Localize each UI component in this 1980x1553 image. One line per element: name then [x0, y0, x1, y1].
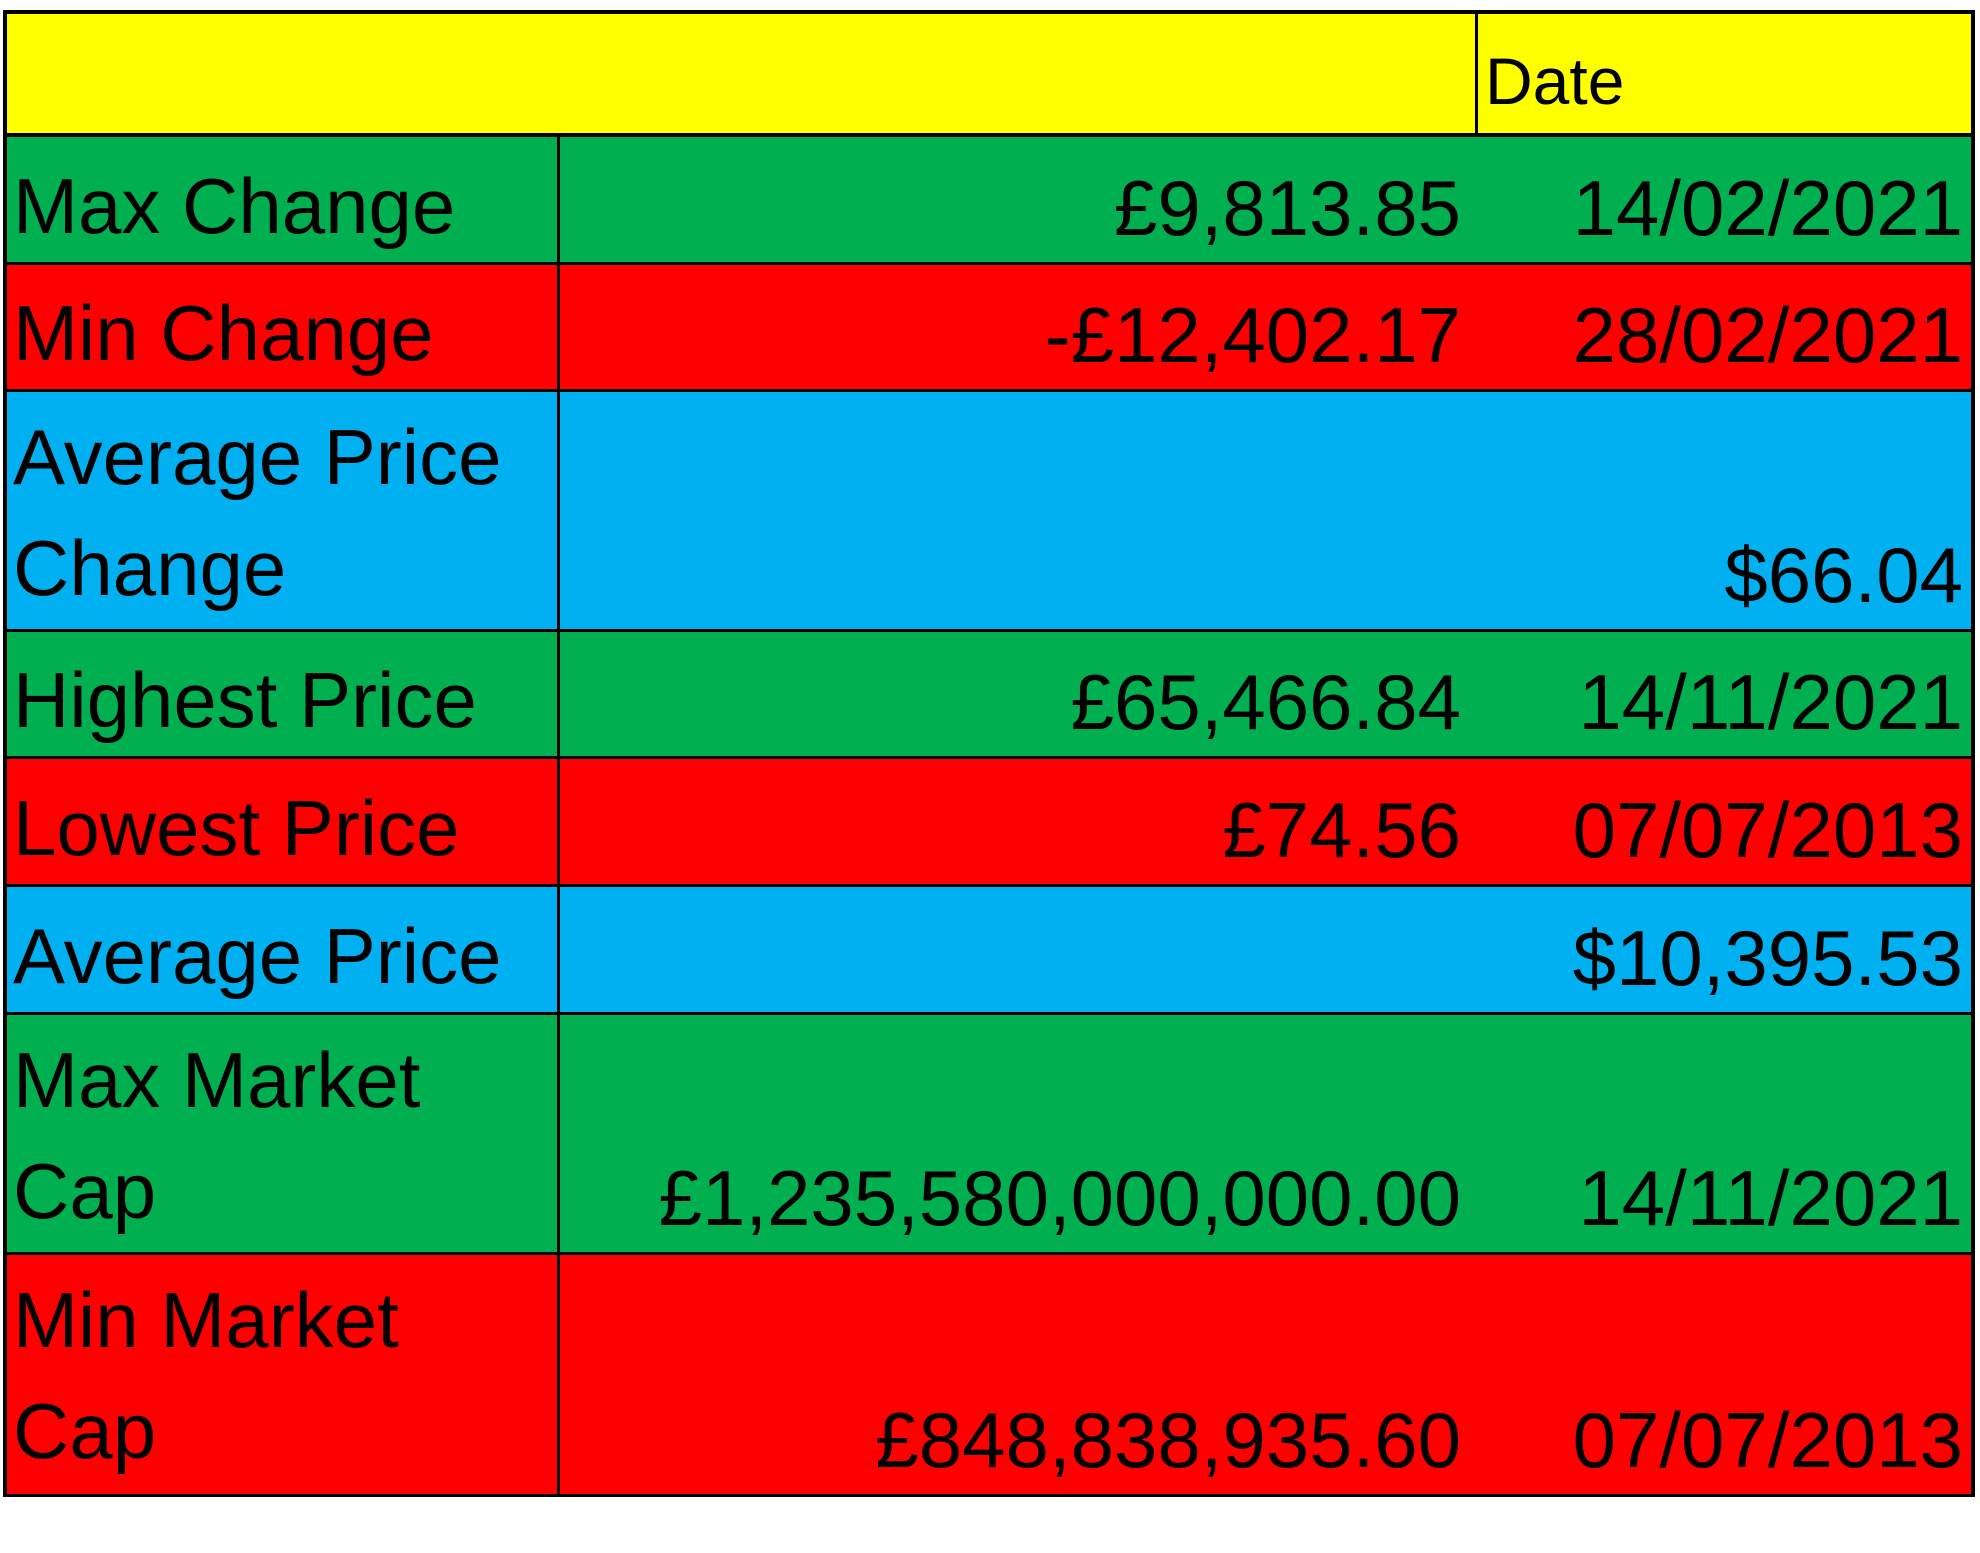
row-label: Min Market Cap: [13, 1276, 399, 1475]
row-value: $10,395.53: [1572, 914, 1963, 1002]
row-label: Average Price: [13, 912, 502, 1000]
row-date: 07/07/2013: [1572, 786, 1963, 874]
row-value: £74.56: [1222, 786, 1461, 874]
row-value: £9,813.85: [1113, 164, 1461, 252]
row-date: 14/11/2021: [1578, 1154, 1963, 1242]
row-value: -£12,402.17: [1044, 291, 1461, 379]
column-divider: [557, 392, 560, 629]
row-date: 14/11/2021: [1578, 658, 1963, 746]
row-max-change: Max Change £9,813.85 14/02/2021: [3, 137, 1975, 265]
row-label: Max Change: [13, 162, 456, 250]
column-divider: [557, 759, 560, 884]
row-highest-price: Highest Price £65,466.84 14/11/2021: [3, 632, 1975, 759]
column-divider: [557, 632, 560, 756]
row-label: Max Market Cap: [13, 1036, 421, 1235]
row-value: £65,466.84: [1070, 658, 1461, 746]
row-value: £848,838,935.60: [875, 1396, 1461, 1484]
row-average-price: Average Price $10,395.53: [3, 887, 1975, 1015]
row-label: Average Price Change: [13, 413, 502, 612]
column-divider: [557, 887, 560, 1012]
row-max-market-cap: Max Market Cap £1,235,580,000,000.00 14/…: [3, 1015, 1975, 1255]
column-divider: [557, 137, 560, 262]
row-average-price-change: Average Price Change $66.04: [3, 392, 1975, 632]
column-divider: [557, 1015, 560, 1252]
summary-table: Date Max Change £9,813.85 14/02/2021 Min…: [3, 10, 1975, 1497]
date-column-header: Date: [1485, 44, 1625, 118]
row-label: Min Change: [13, 289, 434, 377]
row-label: Highest Price: [13, 656, 477, 744]
column-divider: [557, 265, 560, 389]
row-value: £1,235,580,000,000.00: [658, 1154, 1461, 1242]
row-min-change: Min Change -£12,402.17 28/02/2021: [3, 265, 1975, 392]
row-label: Lowest Price: [13, 784, 460, 872]
row-date: 28/02/2021: [1572, 291, 1963, 379]
row-date: 14/02/2021: [1572, 164, 1963, 252]
header-divider: [1475, 14, 1478, 133]
row-date: 07/07/2013: [1572, 1396, 1963, 1484]
header-row: Date: [3, 10, 1975, 137]
column-divider: [557, 1255, 560, 1494]
row-min-market-cap: Min Market Cap £848,838,935.60 07/07/201…: [3, 1255, 1975, 1497]
row-value: $66.04: [1724, 531, 1963, 619]
row-lowest-price: Lowest Price £74.56 07/07/2013: [3, 759, 1975, 887]
